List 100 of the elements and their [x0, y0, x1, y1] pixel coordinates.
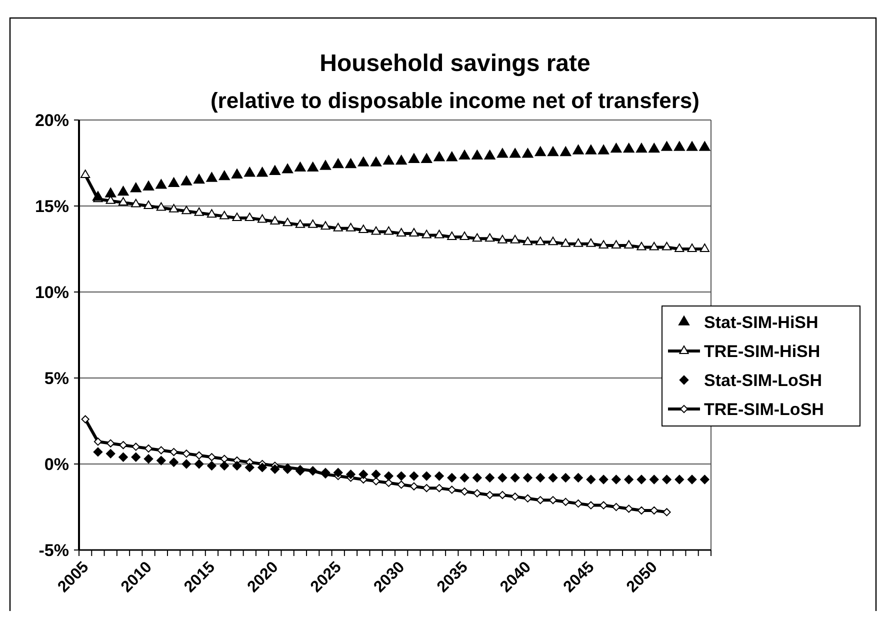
point: [472, 233, 482, 242]
point: [80, 170, 90, 178]
point: [144, 200, 154, 209]
point: [346, 469, 356, 480]
y-tick-label: 20%: [34, 110, 69, 130]
point: [397, 480, 406, 489]
point: [220, 460, 230, 471]
point: [270, 464, 280, 474]
point: [422, 230, 432, 238]
point: [534, 146, 546, 156]
point: [562, 498, 570, 506]
point: [560, 238, 570, 247]
point: [524, 494, 532, 502]
point: [396, 228, 406, 236]
point: [156, 202, 166, 211]
point: [384, 471, 394, 481]
point: [522, 472, 533, 483]
point: [371, 469, 381, 480]
point: [206, 460, 217, 471]
point: [384, 226, 394, 235]
point: [648, 142, 660, 153]
point: [306, 161, 319, 172]
point: [511, 492, 520, 501]
point: [585, 144, 597, 154]
point: [649, 242, 659, 250]
point: [660, 140, 673, 151]
point: [598, 474, 608, 484]
point: [622, 142, 635, 153]
point: [408, 152, 420, 163]
point: [458, 149, 470, 160]
point: [155, 178, 168, 189]
point: [434, 230, 444, 238]
point: [611, 474, 622, 484]
point: [420, 152, 432, 163]
point: [157, 446, 166, 454]
point: [182, 206, 192, 214]
point: [396, 471, 406, 481]
point: [612, 502, 620, 512]
point: [232, 212, 242, 222]
legend-label: Stat-SIM-LoSH: [704, 370, 822, 390]
point: [700, 474, 710, 484]
point: [208, 453, 216, 462]
point: [624, 474, 634, 484]
point: [282, 163, 294, 174]
point: [573, 238, 584, 247]
point: [484, 472, 495, 483]
point: [498, 234, 508, 244]
point: [231, 168, 243, 178]
point: [687, 244, 697, 252]
point: [257, 462, 268, 472]
point: [446, 151, 458, 162]
point: [282, 218, 292, 226]
point: [372, 477, 380, 486]
point: [232, 460, 242, 471]
point: [295, 219, 305, 228]
point: [320, 160, 332, 170]
point: [93, 447, 103, 457]
point: [649, 474, 659, 484]
point: [636, 142, 648, 153]
point: [92, 190, 104, 201]
point: [220, 454, 228, 463]
point: [460, 231, 470, 240]
point: [674, 474, 684, 484]
point: [586, 474, 596, 484]
point: [700, 244, 710, 252]
point: [320, 468, 330, 478]
point: [81, 415, 90, 424]
point: [132, 442, 140, 451]
point: [698, 140, 711, 151]
point: [332, 158, 344, 168]
point: [460, 487, 469, 496]
point: [572, 144, 584, 154]
point: [194, 207, 204, 216]
point: [433, 151, 446, 162]
point: [662, 242, 672, 250]
point: [522, 236, 533, 246]
point: [358, 156, 370, 166]
point: [574, 500, 582, 508]
point: [624, 240, 634, 249]
point: [118, 452, 128, 462]
point: [586, 501, 595, 510]
point: [510, 472, 520, 483]
point: [422, 471, 432, 481]
point: [472, 472, 482, 483]
point: [344, 158, 357, 168]
y-tick-label: 5%: [44, 368, 69, 388]
point: [206, 209, 217, 218]
point: [131, 198, 141, 208]
point: [662, 508, 671, 516]
point: [257, 214, 268, 223]
point: [650, 506, 658, 514]
point: [358, 469, 368, 480]
point: [510, 234, 520, 244]
point: [358, 224, 368, 234]
point: [547, 146, 559, 156]
point: [370, 156, 382, 166]
point: [106, 439, 115, 448]
point: [662, 474, 672, 484]
point: [674, 244, 684, 252]
point: [573, 472, 584, 483]
